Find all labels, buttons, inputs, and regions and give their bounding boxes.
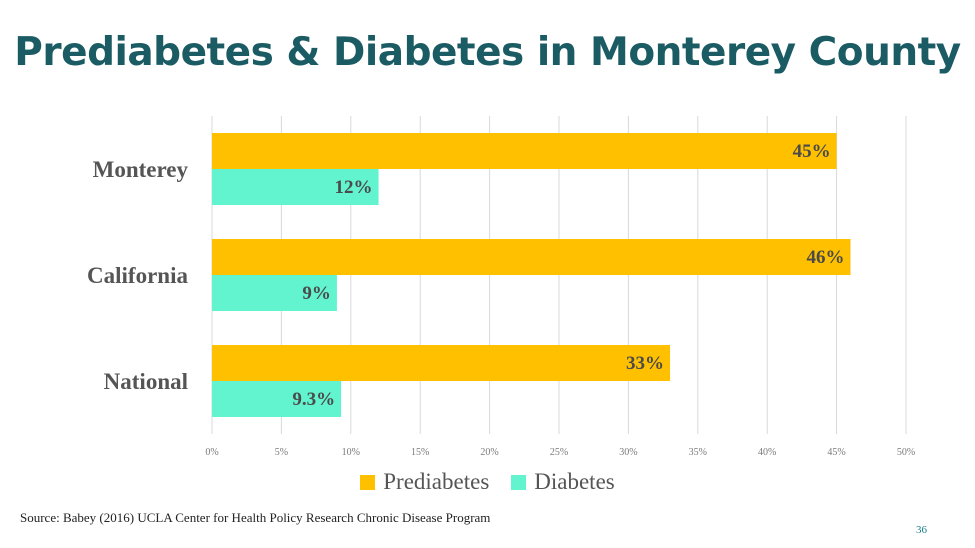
x-tick-label: 15% xyxy=(411,447,429,458)
chart-title: Prediabetes & Diabetes in Monterey Count… xyxy=(14,30,961,75)
source-note: Source: Babey (2016) UCLA Center for Hea… xyxy=(20,510,491,525)
legend-item-diabetes: Diabetes xyxy=(511,469,615,495)
x-tick-label: 40% xyxy=(758,447,776,458)
x-tick-label: 0% xyxy=(205,447,218,458)
legend-label-diabetes: Diabetes xyxy=(534,469,615,494)
legend-swatch-diabetes xyxy=(511,474,527,490)
bar-diabetes xyxy=(212,275,337,311)
category-label: Monterey xyxy=(93,157,189,182)
category-label: National xyxy=(104,369,188,394)
category-label: California xyxy=(87,263,188,288)
bar-prediabetes xyxy=(212,345,671,381)
bar-diabetes xyxy=(212,381,342,417)
x-tick-label: 25% xyxy=(550,447,568,458)
x-tick-label: 30% xyxy=(619,447,637,458)
data-label: 46% xyxy=(806,247,844,268)
legend: Prediabetes Diabetes xyxy=(0,469,975,495)
x-tick-label: 35% xyxy=(689,447,707,458)
page-number: 36 xyxy=(916,524,927,536)
legend-label-prediabetes: Prediabetes xyxy=(383,469,490,494)
x-tick-label: 45% xyxy=(827,447,845,458)
bar-prediabetes xyxy=(212,133,837,169)
x-tick-label: 10% xyxy=(342,447,360,458)
data-label: 33% xyxy=(626,353,664,374)
bar-prediabetes xyxy=(212,239,851,275)
x-tick-label: 50% xyxy=(897,447,915,458)
legend-swatch-prediabetes xyxy=(360,474,376,490)
data-label: 45% xyxy=(793,141,831,162)
bar-diabetes xyxy=(212,169,379,205)
data-label: 9% xyxy=(302,283,331,304)
data-label: 12% xyxy=(335,177,373,198)
data-label: 9.3% xyxy=(292,389,335,410)
x-tick-label: 5% xyxy=(275,447,288,458)
x-tick-label: 20% xyxy=(480,447,498,458)
legend-item-prediabetes: Prediabetes xyxy=(360,469,489,495)
